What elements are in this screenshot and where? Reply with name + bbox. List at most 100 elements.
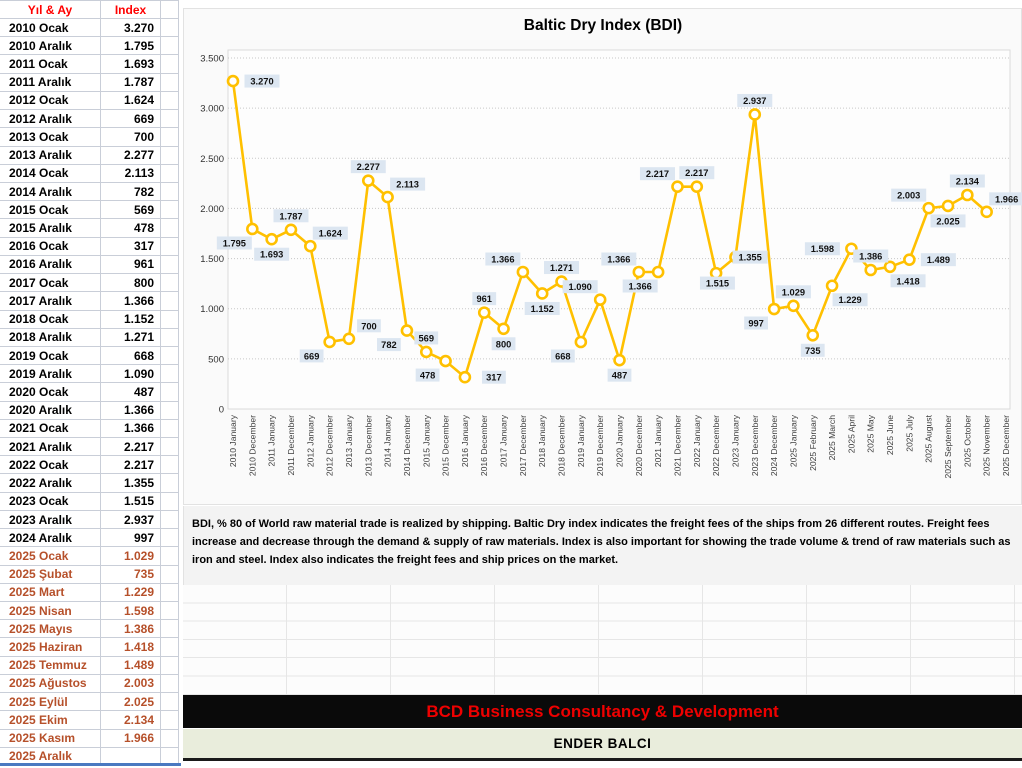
spacer-cell[interactable]	[161, 255, 179, 274]
year-month-cell[interactable]: 2017 Aralık	[0, 292, 101, 310]
table-header-index[interactable]: Index	[101, 1, 161, 18]
spacer-cell[interactable]	[161, 401, 179, 419]
year-month-cell[interactable]: 2021 Ocak	[0, 419, 101, 438]
year-month-cell[interactable]: 2024 Aralık	[0, 529, 101, 547]
year-month-cell[interactable]: 2012 Ocak	[0, 91, 101, 110]
spacer-cell[interactable]	[161, 693, 179, 711]
index-value-cell[interactable]: 1.598	[101, 602, 161, 620]
index-value-cell[interactable]: 1.693	[101, 55, 161, 73]
year-month-cell[interactable]: 2025 Mayıs	[0, 620, 101, 638]
bdi-chart[interactable]: 0 500 1.000 1.500 2.000 2.500 3.000 3.500 Baltic…	[183, 8, 1022, 505]
spacer-cell[interactable]	[161, 529, 179, 547]
index-value-cell[interactable]: 2.217	[101, 456, 161, 474]
index-value-cell[interactable]: 700	[101, 128, 161, 146]
spacer-cell[interactable]	[161, 474, 179, 492]
year-month-cell[interactable]: 2023 Ocak	[0, 492, 101, 510]
spacer-cell[interactable]	[161, 620, 179, 638]
empty-cells-grid[interactable]	[183, 585, 1022, 695]
spacer-cell[interactable]	[161, 110, 179, 128]
year-month-cell[interactable]: 2015 Aralık	[0, 219, 101, 237]
spacer-cell[interactable]	[161, 164, 179, 182]
index-value-cell[interactable]: 735	[101, 565, 161, 583]
spacer-cell[interactable]	[161, 182, 179, 201]
spacer-cell[interactable]	[161, 438, 179, 456]
index-value-cell[interactable]: 782	[101, 182, 161, 201]
spacer-cell[interactable]	[161, 274, 179, 292]
year-month-cell[interactable]: 2022 Ocak	[0, 456, 101, 474]
index-value-cell[interactable]: 1.787	[101, 73, 161, 91]
spacer-cell[interactable]	[161, 219, 179, 237]
spacer-cell[interactable]	[161, 583, 179, 601]
index-value-cell[interactable]: 1.386	[101, 620, 161, 638]
year-month-cell[interactable]: 2013 Ocak	[0, 128, 101, 146]
spacer-cell[interactable]	[161, 201, 179, 219]
spacer-cell[interactable]	[161, 729, 179, 747]
index-value-cell[interactable]: 1.489	[101, 656, 161, 674]
year-month-cell[interactable]: 2015 Ocak	[0, 201, 101, 219]
index-value-cell[interactable]: 2.025	[101, 693, 161, 711]
index-value-cell[interactable]: 997	[101, 529, 161, 547]
spacer-cell[interactable]	[161, 55, 179, 73]
year-month-cell[interactable]: 2010 Aralık	[0, 37, 101, 55]
year-month-cell[interactable]: 2013 Aralık	[0, 146, 101, 164]
spacer-cell[interactable]	[161, 656, 179, 674]
spacer-cell[interactable]	[161, 310, 179, 328]
year-month-cell[interactable]: 2010 Ocak	[0, 19, 101, 37]
spacer-cell[interactable]	[161, 128, 179, 146]
year-month-cell[interactable]: 2025 Ağustos	[0, 674, 101, 693]
year-month-cell[interactable]: 2014 Ocak	[0, 164, 101, 182]
year-month-cell[interactable]: 2022 Aralık	[0, 474, 101, 492]
year-month-cell[interactable]: 2014 Aralık	[0, 182, 101, 201]
year-month-cell[interactable]: 2025 Ocak	[0, 547, 101, 565]
year-month-cell[interactable]: 2025 Temmuz	[0, 656, 101, 674]
index-value-cell[interactable]: 2.003	[101, 674, 161, 693]
spacer-cell[interactable]	[161, 547, 179, 565]
index-value-cell[interactable]: 1.366	[101, 419, 161, 438]
spacer-cell[interactable]	[161, 365, 179, 383]
index-value-cell[interactable]: 1.229	[101, 583, 161, 601]
index-value-cell[interactable]: 669	[101, 110, 161, 128]
index-value-cell[interactable]: 668	[101, 346, 161, 365]
index-value-cell[interactable]: 2.277	[101, 146, 161, 164]
index-value-cell[interactable]: 1.515	[101, 492, 161, 510]
year-month-cell[interactable]: 2018 Aralık	[0, 328, 101, 346]
spacer-cell[interactable]	[161, 346, 179, 365]
spacer-cell[interactable]	[161, 383, 179, 401]
year-month-cell[interactable]: 2023 Aralık	[0, 510, 101, 529]
spacer-cell[interactable]	[161, 492, 179, 510]
index-value-cell[interactable]: 1.795	[101, 37, 161, 55]
spacer-cell[interactable]	[161, 328, 179, 346]
index-value-cell[interactable]: 800	[101, 274, 161, 292]
spacer-cell[interactable]	[161, 674, 179, 693]
year-month-cell[interactable]: 2019 Ocak	[0, 346, 101, 365]
year-month-cell[interactable]: 2025 Aralık	[0, 747, 101, 765]
index-value-cell[interactable]: 1.418	[101, 638, 161, 656]
spacer-cell[interactable]	[161, 37, 179, 55]
index-value-cell[interactable]: 569	[101, 201, 161, 219]
index-value-cell[interactable]: 2.113	[101, 164, 161, 182]
spacer-cell[interactable]	[161, 565, 179, 583]
index-value-cell[interactable]: 1.090	[101, 365, 161, 383]
year-month-cell[interactable]: 2025 Nisan	[0, 602, 101, 620]
year-month-cell[interactable]: 2025 Kasım	[0, 729, 101, 747]
index-value-cell[interactable]: 1.966	[101, 729, 161, 747]
index-value-cell[interactable]: 1.271	[101, 328, 161, 346]
spacer-cell[interactable]	[161, 711, 179, 729]
index-value-cell[interactable]: 2.217	[101, 438, 161, 456]
spacer-cell[interactable]	[161, 73, 179, 91]
index-value-cell[interactable]: 1.152	[101, 310, 161, 328]
spacer-cell[interactable]	[161, 19, 179, 37]
year-month-cell[interactable]: 2020 Aralık	[0, 401, 101, 419]
year-month-cell[interactable]: 2025 Şubat	[0, 565, 101, 583]
spacer-cell[interactable]	[161, 292, 179, 310]
year-month-cell[interactable]: 2012 Aralık	[0, 110, 101, 128]
year-month-cell[interactable]: 2025 Mart	[0, 583, 101, 601]
spacer-cell[interactable]	[161, 91, 179, 110]
year-month-cell[interactable]: 2011 Aralık	[0, 73, 101, 91]
year-month-cell[interactable]: 2021 Aralık	[0, 438, 101, 456]
year-month-cell[interactable]: 2017 Ocak	[0, 274, 101, 292]
year-month-cell[interactable]: 2025 Ekim	[0, 711, 101, 729]
index-value-cell[interactable]: 961	[101, 255, 161, 274]
index-value-cell[interactable]: 3.270	[101, 19, 161, 37]
year-month-cell[interactable]: 2016 Ocak	[0, 237, 101, 255]
